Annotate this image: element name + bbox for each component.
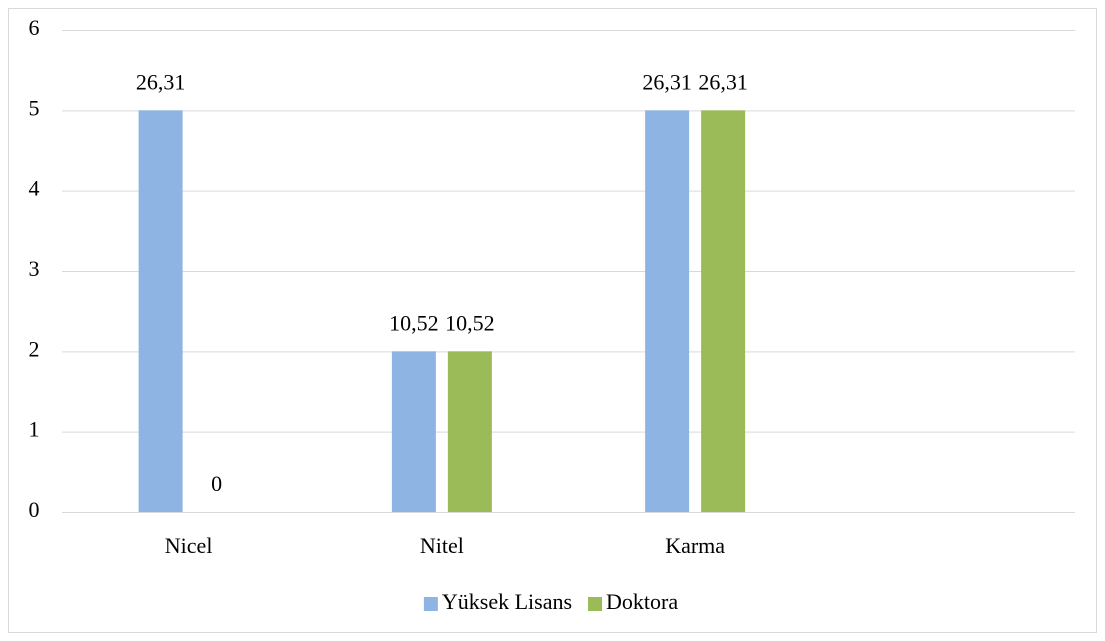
data-label: 26,31 [698, 69, 748, 94]
bar [447, 351, 492, 512]
x-tick-label: Nicel [165, 533, 213, 558]
y-tick-label: 1 [29, 417, 40, 442]
y-tick-label: 0 [29, 497, 40, 522]
bar [391, 351, 436, 512]
legend-label: Yüksek Lisans [442, 589, 572, 614]
bar [138, 110, 183, 512]
chart-border [8, 8, 1097, 633]
data-label: 10,52 [389, 310, 439, 335]
x-tick-label: Karma [665, 533, 725, 558]
data-label: 0 [211, 471, 222, 496]
y-tick-label: 4 [29, 176, 40, 201]
data-label: 10,52 [445, 310, 495, 335]
legend-swatch [588, 597, 603, 611]
y-tick-label: 6 [29, 15, 40, 40]
y-tick-label: 3 [29, 256, 40, 281]
legend-label: Doktora [606, 589, 678, 614]
data-label: 26,31 [136, 69, 186, 94]
y-tick-label: 2 [29, 336, 40, 361]
bar [701, 110, 746, 512]
x-tick-label: Nitel [420, 533, 464, 558]
data-label: 26,31 [642, 69, 692, 94]
y-tick-label: 5 [29, 95, 40, 120]
bar [645, 110, 690, 512]
legend-swatch [423, 597, 438, 611]
